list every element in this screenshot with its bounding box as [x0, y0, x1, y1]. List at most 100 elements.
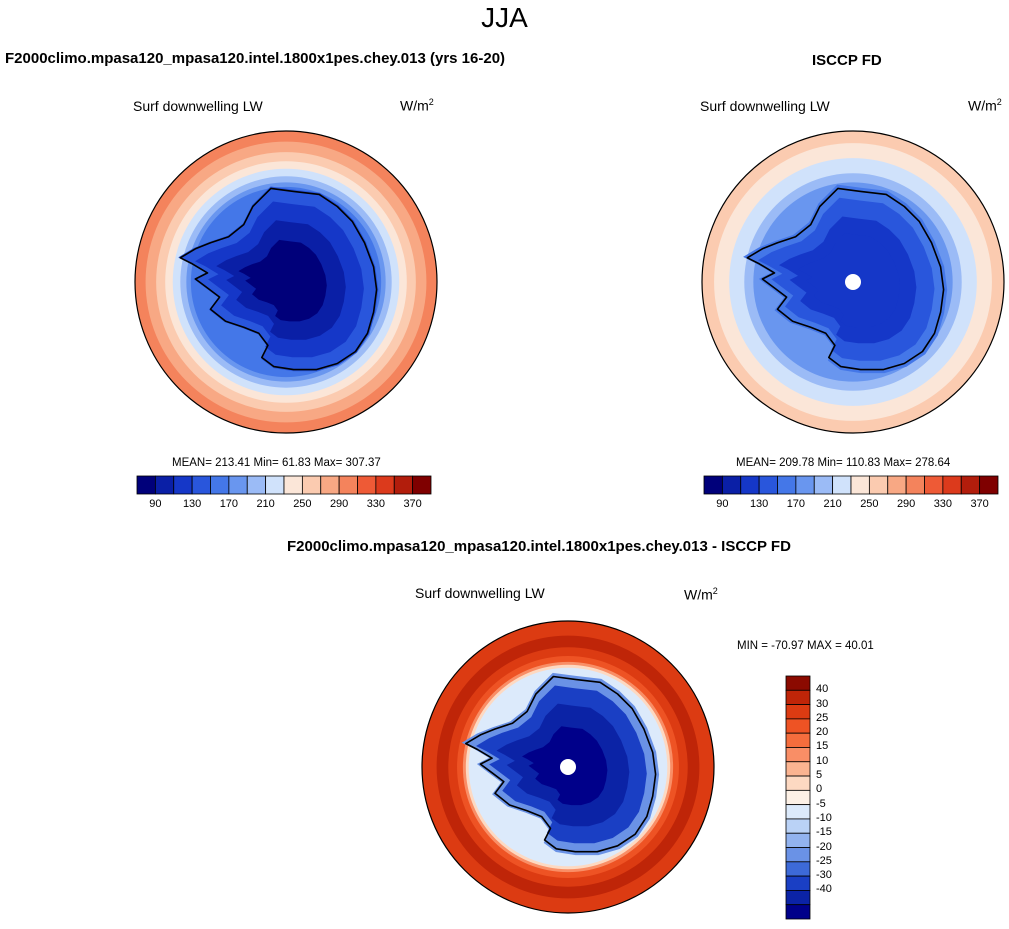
panel3-colorbar-tick-label: -25: [816, 854, 832, 867]
panel2-colorbar-box-10: [868, 475, 889, 495]
panel1-colorbar-box-8: [265, 475, 285, 495]
panel2-colorbar-box-7: [813, 475, 834, 495]
panel1-colorbar-box-11: [320, 475, 340, 495]
panel3-colorbar-box-10: [785, 804, 811, 820]
panel2-colorbar-box-13: [924, 475, 944, 495]
panel3-colorbar-box-16: [785, 890, 811, 906]
panel3-colorbar-box-5: [785, 732, 811, 748]
panel3-colorbar-box-3: [785, 704, 811, 720]
panel3-colorbar-box-7: [785, 761, 811, 777]
panel2-colorbar-tick-label: 170: [786, 498, 806, 510]
panel1-colorbar-box-13: [357, 475, 377, 495]
panel1-colorbar-tick-label: 90: [149, 498, 162, 510]
panel1-colorbar-box-15: [393, 475, 414, 495]
panel2-colorbar-box-8: [832, 475, 852, 495]
panel3-colorbar-box-17: [785, 904, 811, 920]
map2-coastline: [746, 187, 945, 371]
panel3-colorbar-tick-label: -20: [816, 840, 832, 853]
panel1-colorbar-box-16: [412, 475, 432, 495]
panel2-colorbar-box-1: [703, 475, 723, 495]
panel2-colorbar: [703, 475, 999, 495]
panel2-colorbar-tick-label: 130: [749, 498, 769, 510]
panel2-stats: MEAN= 209.78 Min= 110.83 Max= 278.64: [736, 457, 951, 469]
map3-frame: [421, 620, 715, 914]
panel1-variable-label: Surf downwelling LW: [133, 98, 263, 114]
panel3-colorbar-tick-label: 20: [816, 726, 829, 739]
panel3-colorbar-box-4: [785, 718, 811, 734]
panel2-colorbar-tick-label: 250: [860, 498, 879, 510]
panel2-colorbar-tick-label: 90: [716, 498, 729, 510]
map3-coastline: [465, 675, 657, 853]
panel3-colorbar-tick-label: 25: [816, 711, 829, 724]
panel3-colorbar-tick-label: 10: [816, 754, 829, 767]
map3-pole-mask: [560, 759, 576, 775]
panel1-colorbar: [136, 475, 432, 495]
panel1-stats: MEAN= 213.41 Min= 61.83 Max= 307.37: [172, 457, 381, 469]
panel3-colorbar-tick-label: -15: [816, 826, 832, 839]
panel3-units-label: W/m2: [684, 586, 718, 603]
panel1-colorbar-box-9: [283, 475, 303, 495]
panel2-colorbar-tick-label: 290: [896, 498, 916, 510]
panel1-colorbar-box-10: [301, 475, 322, 495]
panel1-colorbar-tick-label: 330: [366, 498, 386, 510]
panel1-colorbar-tick-label: 370: [403, 498, 422, 510]
panel3-colorbar-box-8: [785, 775, 811, 791]
panel2-colorbar-tick-label: 330: [933, 498, 953, 510]
panel3-colorbar-tick-label: 40: [816, 683, 829, 696]
panel3-stats: MIN = -70.97 MAX = 40.01: [737, 640, 874, 652]
panel1-colorbar-box-4: [191, 475, 211, 495]
panel3-colorbar-tick-label: 30: [816, 697, 829, 710]
panel2-colorbar-box-11: [887, 475, 907, 495]
panel1-colorbar-box-3: [173, 475, 193, 495]
panel3-colorbar-tick-label: 5: [816, 769, 823, 782]
map2-pole-mask: [845, 274, 861, 290]
panel3-colorbar-box-12: [785, 832, 811, 848]
panel3-colorbar-box-13: [785, 847, 811, 863]
panel3-colorbar-tick-label: 15: [816, 740, 829, 753]
panel3-case-title: F2000climo.mpasa120_mpasa120.intel.1800x…: [287, 538, 791, 555]
panel3-colorbar-tick-label: -10: [816, 811, 832, 824]
panel1-colorbar-box-14: [375, 475, 395, 495]
figure-title: JJA: [481, 2, 528, 33]
panel3-colorbar-box-15: [785, 875, 811, 891]
panel3-colorbar-box-2: [785, 689, 811, 705]
panel2-colorbar-box-16: [979, 475, 999, 495]
panel1-colorbar-tick-label: 210: [256, 498, 275, 510]
map2-frame: [701, 130, 1005, 434]
panel2-colorbar-tick-label: 210: [823, 498, 842, 510]
panel2-colorbar-box-14: [942, 475, 962, 495]
panel3-colorbar-tick-label: -30: [816, 869, 832, 882]
panel2-colorbar-box-4: [758, 475, 778, 495]
panel1-colorbar-box-12: [338, 475, 358, 495]
panel3-variable-label: Surf downwelling LW: [415, 585, 545, 601]
panel3-colorbar-tick-label: 0: [816, 783, 823, 796]
panel3-colorbar-box-1: [785, 675, 811, 691]
map1-interior-4: [238, 239, 327, 322]
panel3-colorbar: [785, 675, 811, 920]
panel1-map: [134, 130, 438, 434]
panel2-case-title: ISCCP FD: [812, 52, 882, 69]
panel2-map: [701, 130, 1005, 434]
panel1-colorbar-tick-label: 170: [219, 498, 239, 510]
panel1-colorbar-tick-label: 290: [329, 498, 349, 510]
map1-coastline: [179, 187, 378, 371]
panel2-units-label: W/m2: [968, 97, 1002, 114]
panel1-colorbar-box-5: [210, 475, 230, 495]
panel2-colorbar-box-15: [960, 475, 981, 495]
panel3-colorbar-box-11: [785, 818, 811, 834]
panel1-colorbar-box-1: [136, 475, 156, 495]
panel2-variable-label: Surf downwelling LW: [700, 98, 830, 114]
panel2-colorbar-box-12: [905, 475, 925, 495]
panel2-colorbar-box-2: [721, 475, 742, 495]
panel1-colorbar-tick-label: 130: [182, 498, 202, 510]
panel2-colorbar-box-6: [795, 475, 815, 495]
panel3-colorbar-box-6: [785, 747, 811, 763]
panel1-colorbar-box-7: [246, 475, 267, 495]
map1-frame: [134, 130, 438, 434]
panel2-colorbar-box-3: [740, 475, 760, 495]
panel1-colorbar-box-2: [154, 475, 175, 495]
panel2-colorbar-box-9: [850, 475, 870, 495]
panel3-colorbar-box-9: [785, 789, 811, 806]
panel3-colorbar-tick-label: -40: [816, 883, 832, 896]
panel1-colorbar-tick-label: 250: [293, 498, 312, 510]
